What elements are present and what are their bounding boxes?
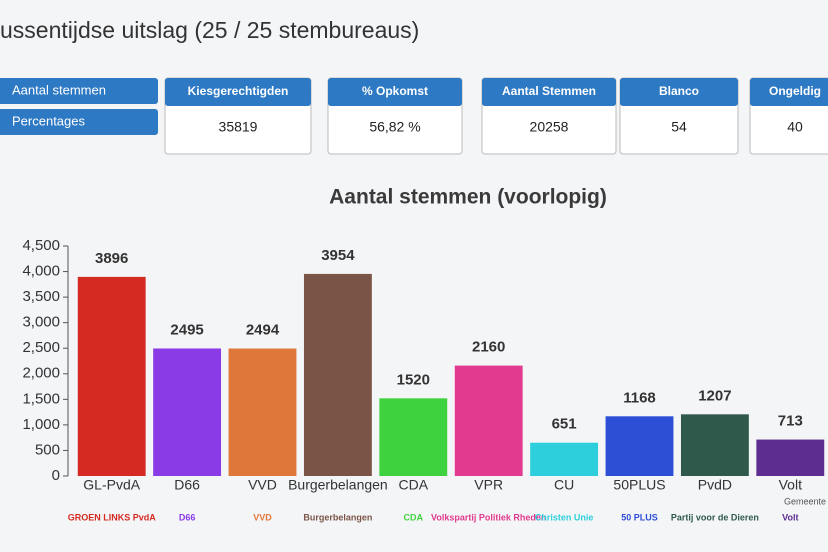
bar bbox=[680, 414, 749, 476]
button[interactable] bbox=[0, 109, 158, 135]
y-tick-label: 4,000 bbox=[22, 263, 60, 280]
x-tick-label: 50PLUS bbox=[613, 477, 665, 493]
bar bbox=[379, 398, 448, 476]
stat-label: % Opkomst bbox=[362, 84, 428, 98]
y-tick-label: 500 bbox=[35, 441, 60, 458]
value-label: 713 bbox=[778, 413, 803, 430]
x-tick-label: PvdD bbox=[698, 477, 732, 493]
x-tick-label: CU bbox=[554, 477, 574, 493]
y-tick-label: 2,000 bbox=[22, 365, 60, 382]
party-logo: 50 PLUS bbox=[621, 512, 658, 522]
x-tick-label: D66 bbox=[174, 477, 200, 493]
party-logo: Christen Unie bbox=[535, 512, 594, 522]
button-label[interactable]: Aantal stemmen bbox=[12, 82, 106, 97]
x-tick-label: CDA bbox=[399, 477, 429, 493]
bar bbox=[77, 276, 146, 476]
x-tick-label: VPR bbox=[474, 477, 503, 493]
stat-label: Kiesgerechtigden bbox=[188, 84, 289, 98]
x-tick-label: GL-PvdA bbox=[83, 477, 140, 493]
stat-value: 56,82 % bbox=[369, 119, 420, 135]
bar bbox=[228, 348, 297, 476]
button[interactable] bbox=[0, 78, 158, 104]
bar bbox=[454, 365, 523, 476]
stat-value: 54 bbox=[671, 119, 687, 135]
y-tick-label: 1,500 bbox=[22, 390, 60, 407]
stat-value: 35819 bbox=[219, 119, 258, 135]
party-logo: Volkspartij Politiek Rheden bbox=[431, 512, 546, 522]
stat-value: 20258 bbox=[530, 119, 569, 135]
stat-value: 40 bbox=[787, 119, 803, 135]
value-label: 3896 bbox=[95, 250, 128, 267]
value-label: 2160 bbox=[472, 339, 505, 356]
y-tick-label: 2,500 bbox=[22, 339, 60, 356]
stat-label: Blanco bbox=[659, 84, 699, 98]
party-logo: Burgerbelangen bbox=[303, 512, 372, 522]
bar bbox=[530, 442, 599, 476]
party-logo: Partij voor de Dieren bbox=[671, 512, 759, 522]
bar bbox=[605, 416, 674, 476]
bar bbox=[153, 348, 222, 476]
value-label: 2494 bbox=[246, 321, 280, 338]
stat-header bbox=[620, 78, 738, 106]
stat-header bbox=[482, 78, 616, 106]
y-tick-label: 0 bbox=[52, 467, 60, 484]
value-label: 1207 bbox=[698, 387, 731, 404]
page-title: ussentijdse uitslag (25 / 25 stembureaus… bbox=[0, 17, 419, 43]
button-label[interactable]: Percentages bbox=[12, 113, 85, 128]
y-tick-label: 1,000 bbox=[22, 416, 60, 433]
party-logo: Volt bbox=[782, 512, 798, 522]
stat-header bbox=[165, 78, 311, 106]
bar bbox=[303, 273, 372, 476]
party-logo: GROEN LINKS PvdA bbox=[68, 512, 157, 522]
party-logo: VVD bbox=[253, 512, 272, 522]
chart-title: Aantal stemmen (voorlopig) bbox=[329, 186, 607, 209]
stat-label: Ongeldig bbox=[769, 84, 821, 98]
footer: Gemeente bbox=[784, 496, 826, 506]
value-label: 1168 bbox=[623, 389, 656, 406]
stat-header bbox=[328, 78, 462, 106]
party-logo: CDA bbox=[404, 512, 424, 522]
value-label: 651 bbox=[552, 416, 577, 433]
y-tick-label: 3,000 bbox=[22, 314, 60, 331]
stat-label: Aantal Stemmen bbox=[502, 84, 596, 98]
y-tick-label: 3,500 bbox=[22, 288, 60, 305]
party-logo: D66 bbox=[179, 512, 196, 522]
x-tick-label: Volt bbox=[779, 477, 802, 493]
y-tick-label: 4,500 bbox=[22, 237, 60, 254]
x-tick-label: Burgerbelangen bbox=[288, 477, 388, 493]
bar bbox=[756, 439, 825, 476]
value-label: 2495 bbox=[170, 321, 203, 338]
value-label: 1520 bbox=[397, 371, 430, 388]
value-label: 3954 bbox=[321, 247, 355, 264]
x-tick-label: VVD bbox=[248, 477, 277, 493]
stat-header bbox=[750, 78, 828, 106]
